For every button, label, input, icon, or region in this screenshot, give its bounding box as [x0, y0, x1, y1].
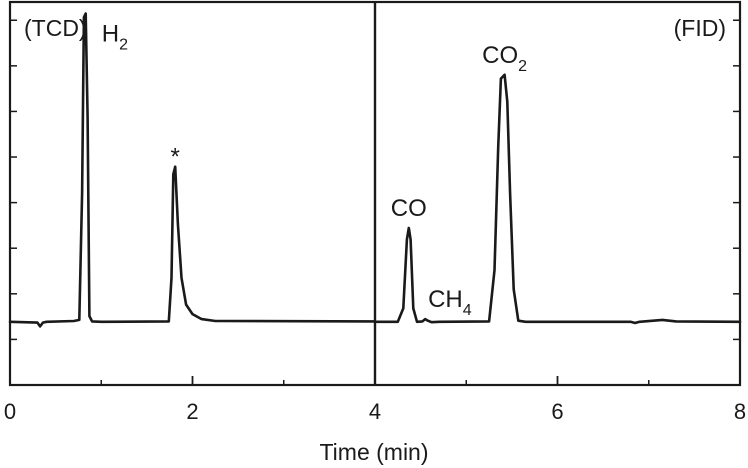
peak-label: *	[170, 144, 179, 171]
panel-label-tcd: (TCD)	[24, 15, 87, 41]
x-tick-label: 2	[186, 399, 198, 424]
series-line-tcd	[8, 12, 376, 328]
x-tick-label: 8	[734, 399, 746, 424]
series-group	[8, 12, 742, 328]
x-tick-label: 0	[4, 399, 16, 424]
panel-label-fid: (FID)	[674, 15, 726, 41]
peak-label: CH4	[428, 286, 472, 319]
series-line-fid	[374, 73, 742, 325]
peak-label: H2	[102, 20, 128, 53]
x-tick-label: 6	[551, 399, 563, 424]
x-axis-title: Time (min)	[319, 439, 428, 465]
x-tick-label: 4	[369, 399, 381, 424]
peak-label: CO2	[482, 42, 527, 75]
y-tick-group	[10, 19, 740, 341]
panel-divider-group: (TCD) (FID)	[8, 0, 742, 387]
x-tick-group: 0 2 4 6 8	[4, 376, 746, 424]
peak-label: CO	[391, 195, 427, 222]
peak-label-group: H2 * CO CH4 CO2	[102, 20, 527, 319]
